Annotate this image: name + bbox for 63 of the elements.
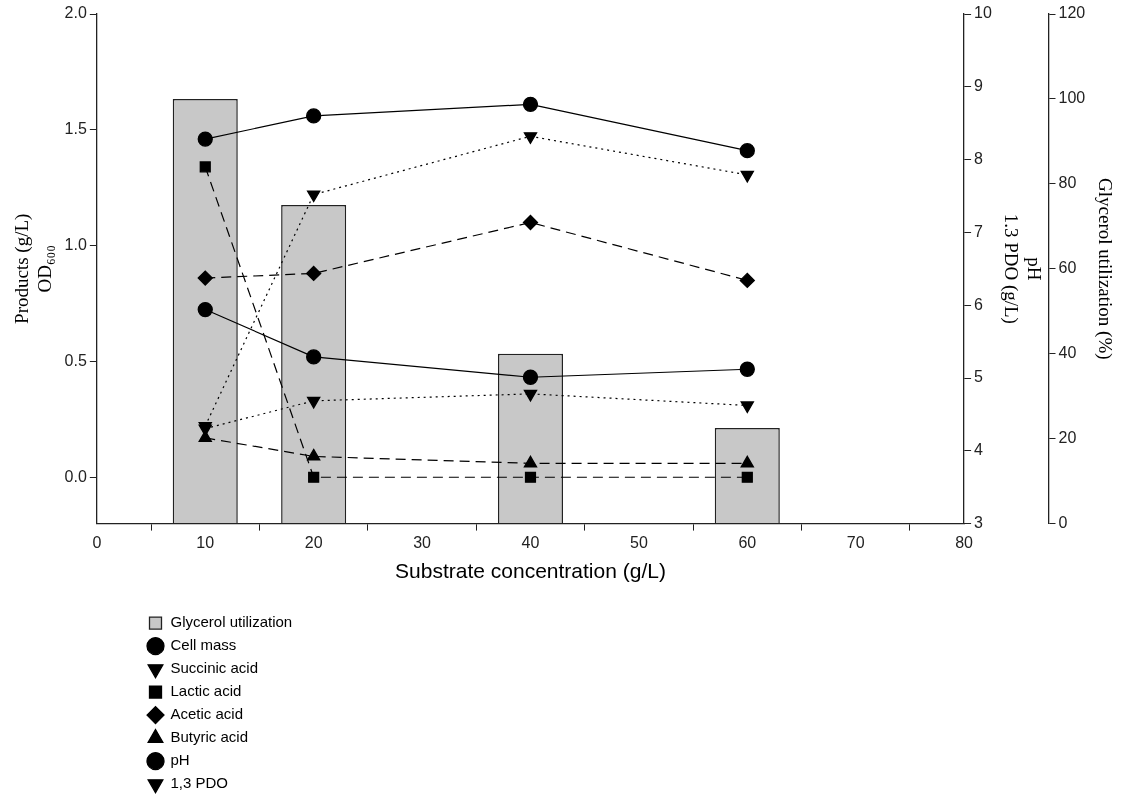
x-tick-label: 10 xyxy=(196,533,215,551)
y2-tick-label: 6 xyxy=(974,295,984,313)
point xyxy=(740,455,754,468)
y2-tick-label: 5 xyxy=(974,368,984,386)
y3-tick-label: 120 xyxy=(1058,4,1086,22)
point xyxy=(740,170,754,183)
point xyxy=(199,161,211,173)
y3-tick-label: 20 xyxy=(1058,429,1077,447)
y3-tick-label: 80 xyxy=(1058,174,1077,192)
y2-tick-label: 10 xyxy=(974,4,993,22)
y2-tick-label: 4 xyxy=(974,441,984,459)
legend-label: Succinic acid xyxy=(170,659,259,677)
y-axis-title: Products (g/L) OD₆₀₀ xyxy=(11,213,56,324)
legend-label: pH xyxy=(170,751,190,769)
y2-tick-label: 9 xyxy=(974,77,984,95)
point xyxy=(306,190,321,203)
point xyxy=(197,301,213,318)
legend-label: Lactic acid xyxy=(170,682,242,700)
x-tick-label: 50 xyxy=(629,533,648,551)
point xyxy=(522,214,539,231)
y3-tick-label: 100 xyxy=(1058,89,1086,107)
y-tick-label: 0.5 xyxy=(64,351,87,369)
legend-label: Acetic acid xyxy=(170,705,244,723)
point xyxy=(523,455,538,468)
legend-label: Butyric acid xyxy=(170,728,249,746)
y-tick-label: 1.5 xyxy=(64,120,87,138)
point xyxy=(739,361,755,377)
x-tick-label: 60 xyxy=(738,533,757,551)
point xyxy=(739,143,755,159)
point xyxy=(306,265,322,282)
x-axis-title: Substrate concentration (g/L) xyxy=(395,559,666,583)
y-tick-label: 1.0 xyxy=(64,236,87,254)
y-tick-label: 0.0 xyxy=(64,467,87,485)
y3-tick-label: 0 xyxy=(1058,514,1068,532)
point xyxy=(197,270,213,286)
y3-tick-label: 40 xyxy=(1058,344,1077,362)
x-tick-label: 0 xyxy=(92,533,102,551)
y2-axis-title: pH 1.3 PDO (g/L) xyxy=(1000,213,1046,324)
point xyxy=(741,471,753,483)
point xyxy=(306,448,321,461)
point xyxy=(522,369,539,385)
x-tick-label: 40 xyxy=(521,533,540,551)
point xyxy=(308,471,320,483)
y3-axis-title: Glycerol utilization (%) xyxy=(1093,178,1116,360)
x-tick-label: 80 xyxy=(955,533,974,551)
point xyxy=(523,132,538,144)
x-tick-label: 20 xyxy=(304,533,323,551)
x-tick-label: 70 xyxy=(846,533,865,551)
point xyxy=(524,471,537,483)
x-tick-label: 30 xyxy=(413,533,432,551)
point xyxy=(306,349,322,365)
point xyxy=(739,272,755,289)
y2-tick-label: 7 xyxy=(974,222,984,240)
legend-label: 1,3 PDO xyxy=(170,774,229,792)
legend-label: Glycerol utilization xyxy=(170,613,293,631)
point xyxy=(306,108,322,124)
y2-tick-label: 8 xyxy=(974,150,984,168)
y2-tick-label: 3 xyxy=(974,514,984,532)
point xyxy=(197,131,213,147)
y-tick-label: 2.0 xyxy=(64,4,87,22)
legend-label: Cell mass xyxy=(170,636,237,654)
point xyxy=(522,96,539,112)
y3-tick-label: 60 xyxy=(1058,259,1077,277)
